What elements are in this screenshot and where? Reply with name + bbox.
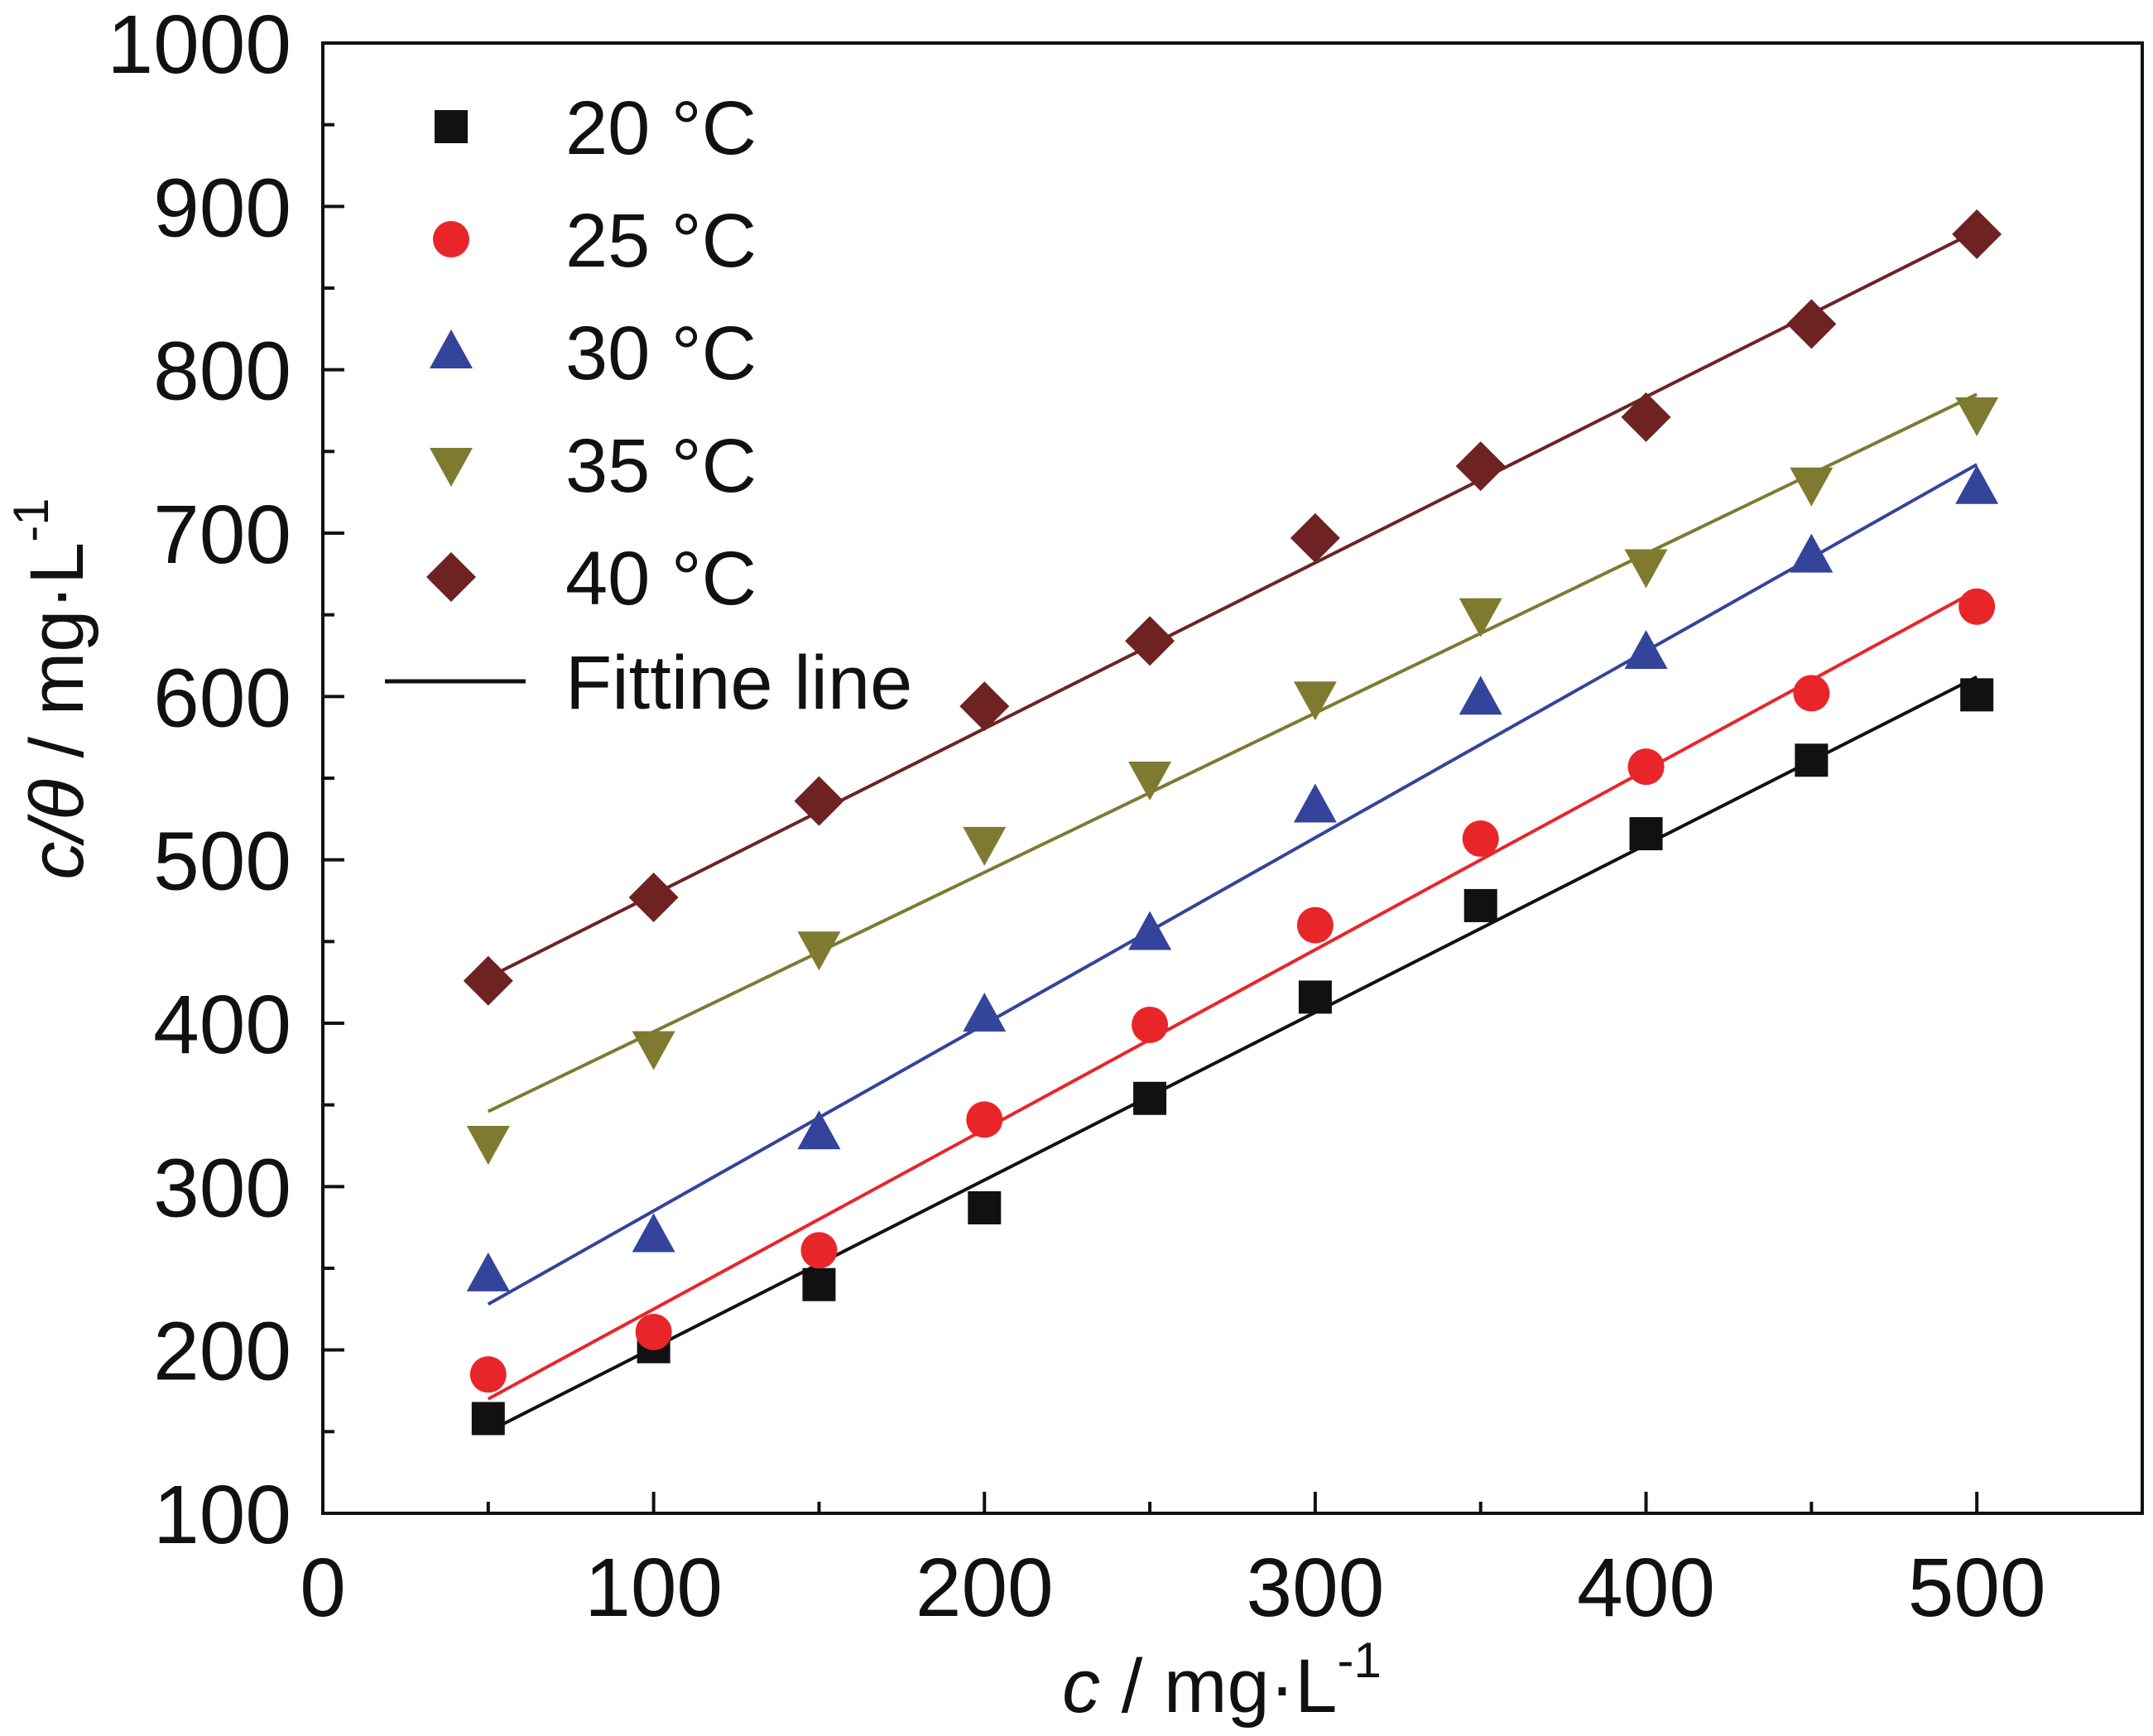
data-point <box>1790 533 1833 573</box>
data-point <box>1290 512 1340 563</box>
data-point <box>1793 675 1830 712</box>
data-point <box>797 931 841 971</box>
data-point <box>1459 676 1502 715</box>
data-point <box>1960 678 1994 712</box>
data-point <box>1128 911 1172 950</box>
data-point <box>1298 980 1332 1014</box>
data-point <box>794 776 844 826</box>
data-point <box>968 1190 1002 1224</box>
fit-line <box>487 463 1978 1306</box>
y-tick-label: 800 <box>153 325 291 418</box>
data-point <box>1128 762 1172 801</box>
data-point <box>966 1101 1003 1138</box>
data-point <box>959 681 1010 732</box>
data-point <box>1624 630 1668 670</box>
data-point <box>632 1213 675 1253</box>
legend-marker <box>430 448 473 487</box>
y-tick-label: 700 <box>153 488 291 581</box>
legend-marker <box>435 110 468 143</box>
data-point <box>1459 598 1502 637</box>
x-tick-label: 400 <box>1577 1541 1715 1634</box>
data-point <box>1624 549 1668 589</box>
data-point <box>963 993 1007 1032</box>
data-point <box>466 1252 510 1291</box>
data-point <box>1463 888 1497 922</box>
y-axis-title: c/θ / mg·L-1 <box>3 498 99 879</box>
data-point <box>463 955 513 1006</box>
data-point <box>1293 681 1337 721</box>
y-tick-label: 300 <box>153 1142 291 1234</box>
axis-ticks <box>321 41 2144 1515</box>
fit-lines <box>487 229 1978 1434</box>
data-point <box>1293 783 1337 823</box>
data-point <box>1296 906 1334 944</box>
y-tick-label: 1000 <box>108 0 291 91</box>
x-axis-title: c / mg·L-1 <box>1062 1633 1382 1729</box>
data-point <box>1125 616 1175 666</box>
data-point <box>1795 743 1829 777</box>
data-point <box>1952 209 2002 259</box>
data-point <box>1786 299 1837 349</box>
data-point <box>1790 467 1833 507</box>
legend: 20 °C 25 °C 30 °C 35 °C 40 °C Fittine line <box>385 86 912 725</box>
legend-label: 30 °C <box>565 311 757 396</box>
data-markers <box>463 209 2002 1435</box>
data-point <box>1462 820 1499 858</box>
data-point <box>797 1110 841 1150</box>
legend-marker <box>433 221 469 257</box>
legend-label: 20 °C <box>565 86 757 171</box>
fit-line <box>487 675 1978 1434</box>
data-point <box>1958 588 1996 625</box>
fit-line <box>487 392 1978 1113</box>
data-point <box>1955 397 1999 436</box>
x-tick-label: 200 <box>916 1541 1054 1634</box>
data-point <box>800 1232 838 1269</box>
x-tick-label: 100 <box>584 1541 723 1634</box>
x-tick-label: 300 <box>1246 1541 1384 1634</box>
x-tick-label: 0 <box>300 1541 346 1634</box>
legend-marker <box>426 552 476 602</box>
x-tick-label: 500 <box>1908 1541 2046 1634</box>
data-point <box>1621 392 1671 442</box>
y-tick-label: 900 <box>153 161 291 254</box>
data-point <box>469 1356 507 1393</box>
data-point <box>466 1126 510 1166</box>
y-tick-label: 500 <box>153 815 291 908</box>
y-tick-label: 400 <box>153 979 291 1071</box>
data-point <box>1629 817 1663 851</box>
y-tick-label: 200 <box>153 1306 291 1398</box>
data-point <box>635 1313 672 1350</box>
legend-label: 25 °C <box>565 199 757 283</box>
y-tick-label: 600 <box>153 652 291 744</box>
fit-line <box>487 229 1978 979</box>
legend-label: 35 °C <box>565 424 757 508</box>
legend-marker <box>430 329 473 368</box>
data-point <box>802 1267 836 1301</box>
data-point <box>963 826 1007 866</box>
data-point <box>471 1402 505 1435</box>
legend-label: 40 °C <box>565 536 757 621</box>
data-point <box>632 1031 675 1070</box>
data-point <box>1455 441 1506 492</box>
data-point <box>1133 1081 1167 1115</box>
data-point <box>1627 748 1665 786</box>
data-point <box>1955 464 1999 504</box>
data-point <box>628 873 679 923</box>
fit-line <box>487 589 1978 1401</box>
legend-label: Fittine line <box>565 641 912 725</box>
axis-tick-labels: 0 100 200 300 400 500100200300400500600700800… <box>108 0 2046 1634</box>
data-point <box>1132 1006 1169 1043</box>
y-tick-label: 100 <box>153 1469 291 1561</box>
